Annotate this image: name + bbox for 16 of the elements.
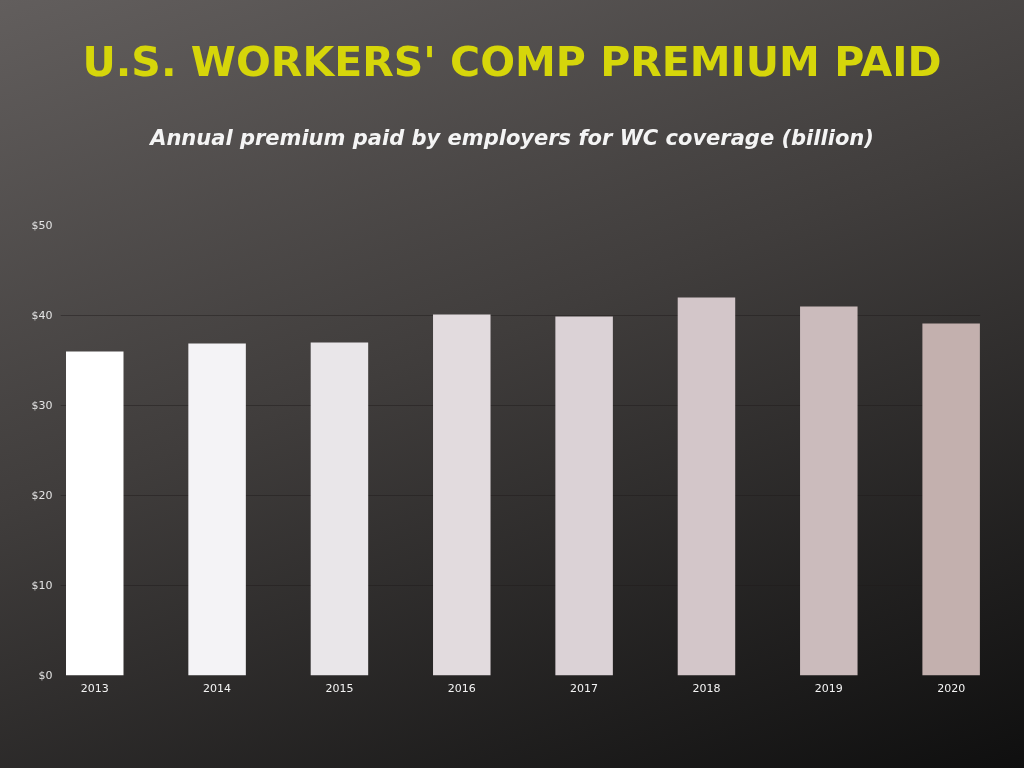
x-tick-label: 2017 bbox=[570, 681, 599, 695]
y-tick-label: $10 bbox=[31, 579, 53, 592]
x-tick-label: 2018 bbox=[692, 681, 721, 695]
y-tick-label: $0 bbox=[38, 669, 53, 682]
x-tick-label: 2020 bbox=[937, 681, 966, 695]
y-tick-label: $40 bbox=[31, 309, 53, 322]
y-tick-label: $30 bbox=[31, 399, 53, 412]
x-tick-label: 2015 bbox=[325, 681, 354, 695]
chart-subtitle: Annual premium paid by employers for WC coverage (billion) bbox=[150, 125, 874, 152]
y-tick-label: $20 bbox=[31, 489, 53, 502]
chart-title: U.S. WORKERS' COMP PREMIUM PAID bbox=[82, 37, 942, 88]
x-tick-label: 2019 bbox=[814, 681, 843, 695]
x-tick-label: 2013 bbox=[80, 681, 109, 695]
y-tick-label: $50 bbox=[31, 219, 53, 232]
x-tick-label: 2014 bbox=[203, 681, 232, 695]
x-tick-label: 2016 bbox=[447, 681, 476, 695]
